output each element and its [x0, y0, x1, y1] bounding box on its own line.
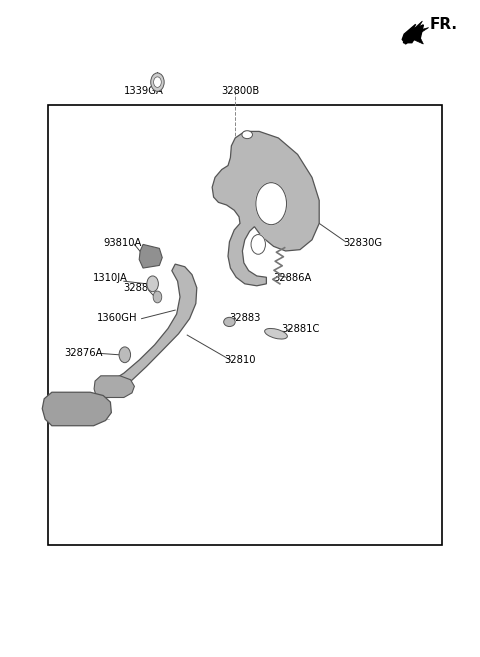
Polygon shape: [402, 24, 423, 44]
Circle shape: [119, 347, 131, 363]
Ellipse shape: [242, 131, 252, 139]
Polygon shape: [212, 131, 319, 286]
Text: 32800B: 32800B: [221, 85, 259, 96]
Circle shape: [153, 291, 162, 303]
Text: 32881C: 32881C: [281, 323, 319, 334]
Text: 32886A: 32886A: [274, 273, 312, 283]
Text: 1360GH: 1360GH: [97, 313, 138, 323]
Text: 32876A: 32876A: [65, 348, 103, 358]
Polygon shape: [406, 21, 429, 44]
Polygon shape: [139, 244, 162, 268]
Text: 32825: 32825: [61, 399, 93, 409]
Polygon shape: [94, 376, 134, 397]
Ellipse shape: [264, 328, 288, 339]
Circle shape: [251, 235, 265, 254]
Circle shape: [147, 276, 158, 292]
Circle shape: [256, 183, 287, 225]
Text: FR.: FR.: [430, 17, 457, 32]
Circle shape: [151, 73, 164, 91]
Polygon shape: [101, 264, 197, 397]
Text: 32830G: 32830G: [343, 238, 382, 248]
Text: 32883: 32883: [229, 313, 261, 323]
Text: 93810A: 93810A: [103, 238, 142, 248]
Polygon shape: [403, 25, 423, 43]
Polygon shape: [42, 392, 111, 426]
Text: 1310JA: 1310JA: [93, 273, 128, 283]
Text: 1339GA: 1339GA: [124, 85, 164, 96]
Text: 32810: 32810: [224, 355, 256, 365]
Ellipse shape: [224, 317, 235, 327]
Text: 32883: 32883: [123, 283, 155, 293]
Circle shape: [154, 77, 161, 87]
